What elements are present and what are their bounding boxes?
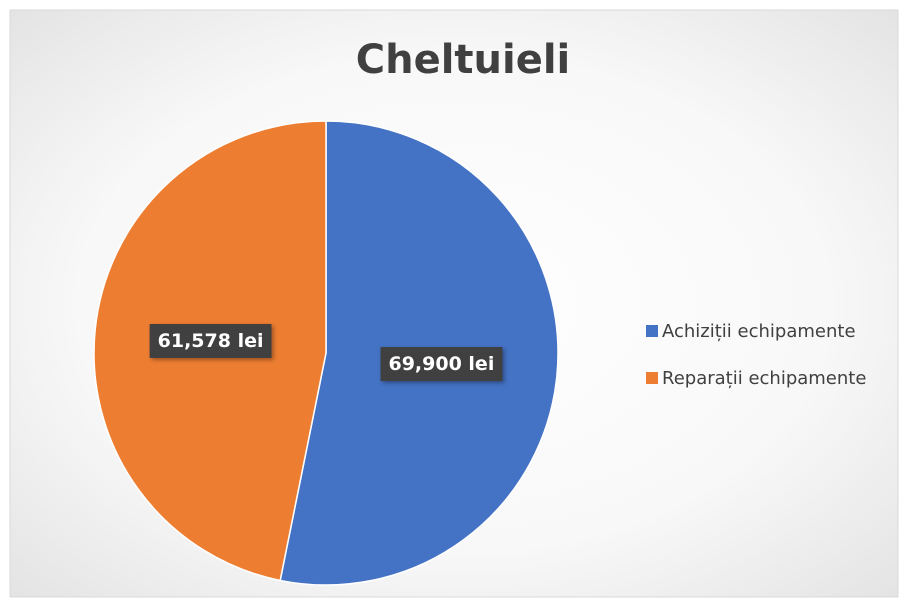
data-label: 61,578 lei (149, 323, 272, 358)
data-label: 69,900 lei (380, 347, 503, 382)
data-label-box (149, 323, 272, 358)
data-label-text: 69,900 lei (388, 353, 494, 375)
legend-swatch (646, 372, 658, 384)
data-label-text: 61,578 lei (158, 330, 264, 352)
data-label-box (380, 347, 503, 382)
legend-swatch (646, 325, 658, 337)
legend-label: Achiziții echipamente (662, 321, 856, 342)
legend-label: Reparații echipamente (662, 368, 866, 389)
chart-title: Cheltuieli (356, 37, 571, 83)
